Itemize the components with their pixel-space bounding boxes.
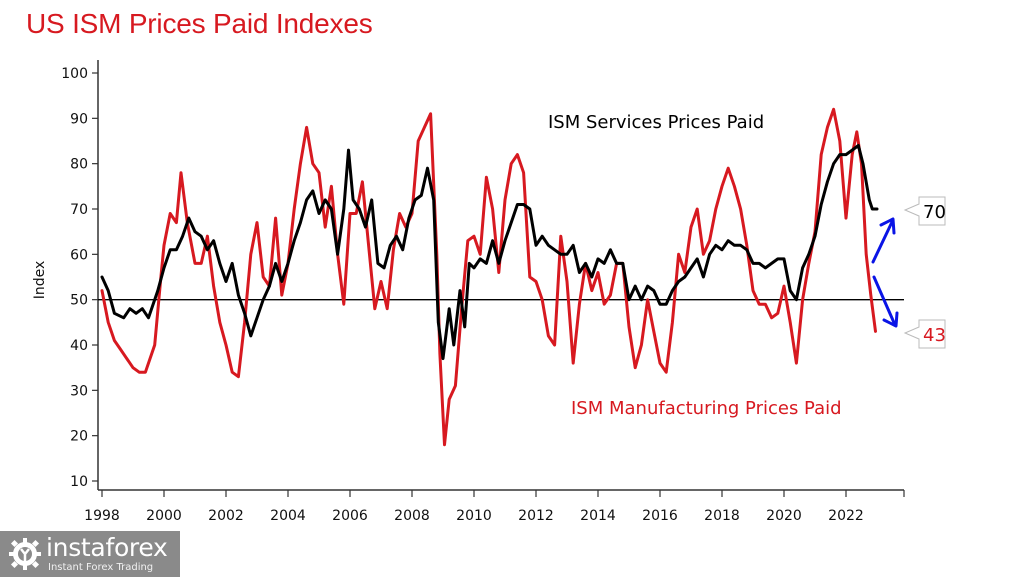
gear-logo-icon (9, 538, 41, 570)
x-tick-label: 2012 (518, 508, 554, 524)
x-tick-label: 2018 (704, 508, 740, 524)
callout-services-value: 70 (903, 196, 946, 226)
brand-name: instaforex (46, 533, 168, 562)
arrow-down-icon (872, 275, 899, 328)
x-tick-label: 2010 (456, 508, 492, 524)
callout-box (903, 196, 946, 226)
x-tick-label: 2022 (828, 508, 864, 524)
y-axis-ticks: 10 20 30 40 50 60 70 80 90 100 (61, 66, 98, 490)
services-series-label: ISM Services Prices Paid (548, 112, 764, 133)
x-axis-ticks: 1998 2000 2002 2004 2006 2008 2010 2012 2014 2016… (84, 490, 905, 524)
manufacturing-series-label: ISM Manufacturing Prices Paid (571, 398, 842, 419)
x-tick-label: 2020 (766, 508, 802, 524)
callout-box (903, 319, 946, 349)
series-line-services (100, 144, 879, 361)
x-tick-label: 2008 (394, 508, 430, 524)
x-tick-label: 2006 (332, 508, 368, 524)
x-tick-label: 2014 (580, 508, 616, 524)
callout-manufacturing-value: 43 (903, 319, 946, 349)
y-tick-label: 100 (61, 66, 88, 82)
x-tick-label: 2002 (208, 508, 244, 524)
y-tick-label: 20 (70, 429, 88, 445)
series-line-manufacturing (100, 107, 877, 447)
x-tick-label: 2004 (270, 508, 306, 524)
arrow-up-icon (871, 217, 896, 264)
brand-tagline: Instant Forex Trading (48, 562, 154, 573)
chart-title: US ISM Prices Paid Indexes (26, 8, 373, 39)
series-layer (100, 107, 879, 447)
x-tick-label: 2000 (146, 508, 182, 524)
x-tick-label: 2016 (642, 508, 678, 524)
y-tick-label: 70 (70, 202, 88, 218)
y-tick-label: 90 (70, 111, 88, 127)
x-tick-label: 1998 (84, 508, 120, 524)
y-tick-label: 60 (70, 247, 88, 263)
y-tick-label: 10 (70, 474, 88, 490)
callout-services-text: 70 (923, 202, 946, 223)
callout-manufacturing-text: 43 (923, 325, 946, 346)
y-axis-label: Index (32, 261, 48, 300)
instaforex-logo: instaforex Instant Forex Trading (0, 531, 180, 577)
y-tick-label: 30 (70, 383, 88, 399)
y-tick-label: 40 (70, 338, 88, 354)
y-tick-label: 50 (70, 293, 88, 309)
y-tick-label: 80 (70, 157, 88, 173)
axes (97, 60, 904, 491)
